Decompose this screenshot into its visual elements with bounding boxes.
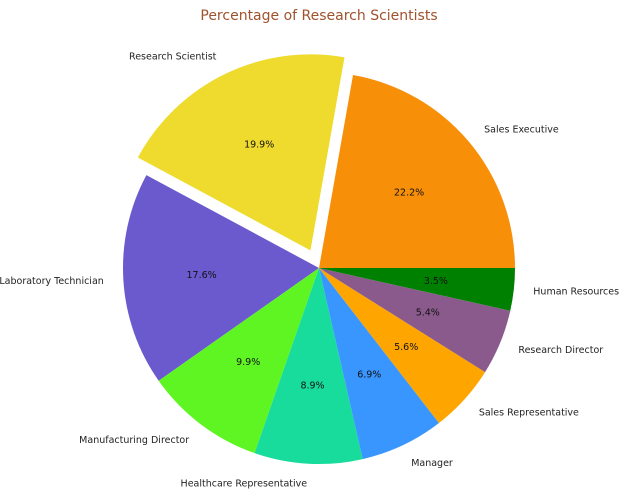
pct-label-research-scientist: 19.9% [244, 140, 274, 151]
pct-label-sales-representative: 5.6% [394, 342, 418, 353]
slice-label-manufacturing-director: Manufacturing Director [79, 435, 189, 446]
slice-label-laboratory-technician: Laboratory Technician [0, 276, 104, 287]
slice-label-human-resources: Human Resources [533, 287, 619, 298]
pie-slice-manufacturing-director [158, 268, 319, 454]
pie-slice-sales-executive [319, 74, 515, 268]
pct-label-sales-executive: 22.2% [394, 187, 424, 198]
percentage-labels: 22.2% 19.9% 17.6% 9.9% 8.9% 6.9% 5.6% 5.4% 3.5% [187, 140, 448, 392]
slice-label-research-scientist: Research Scientist [129, 51, 217, 62]
pie-slice-laboratory-technician [123, 175, 319, 381]
chart-title: Percentage of Research Scientists [200, 8, 437, 24]
slice-label-sales-executive: Sales Executive [484, 124, 559, 135]
pct-label-healthcare-representative: 8.9% [300, 380, 324, 391]
slice-label-healthcare-representative: Healthcare Representative [181, 478, 308, 489]
slice-label-sales-representative: Sales Representative [479, 408, 579, 419]
pie-slices [123, 54, 515, 465]
pct-label-manager: 6.9% [357, 369, 381, 380]
pie-slice-manager [319, 268, 439, 460]
pct-label-research-director: 5.4% [416, 308, 440, 319]
pie-slice-healthcare-representative [254, 268, 363, 465]
slice-label-research-director: Research Director [518, 345, 603, 356]
pie-slice-human-resources [319, 268, 515, 311]
pie-slice-research-director [319, 268, 511, 373]
category-labels: Sales Executive Research Scientist Laborat… [0, 51, 619, 489]
pct-label-manufacturing-director: 9.9% [236, 357, 260, 368]
pct-label-human-resources: 3.5% [424, 276, 448, 287]
pie-slice-research-scientist [137, 54, 345, 251]
pie-slice-sales-representative [319, 268, 486, 423]
slice-label-manager: Manager [411, 458, 453, 469]
pct-label-laboratory-technician: 17.6% [187, 270, 217, 281]
